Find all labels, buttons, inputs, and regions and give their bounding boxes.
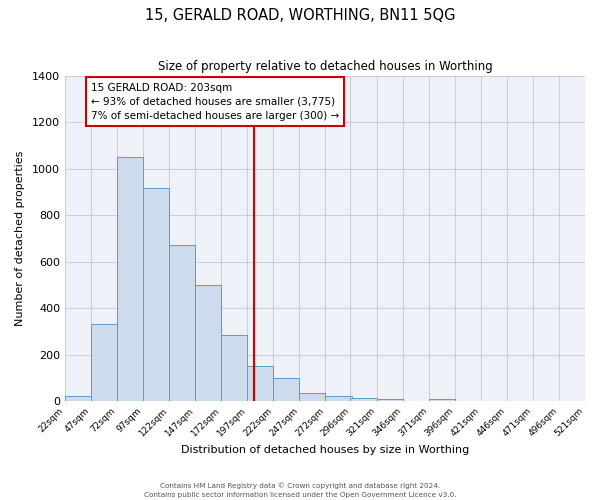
Bar xyxy=(117,157,143,401)
Text: 15 GERALD ROAD: 203sqm
← 93% of detached houses are smaller (3,775)
7% of semi-d: 15 GERALD ROAD: 203sqm ← 93% of detached… xyxy=(91,82,339,120)
Y-axis label: Number of detached properties: Number of detached properties xyxy=(15,150,25,326)
Bar xyxy=(428,400,455,401)
Bar xyxy=(247,366,274,401)
Bar xyxy=(195,285,221,401)
Bar xyxy=(274,378,299,401)
Bar xyxy=(65,396,91,401)
Text: Contains HM Land Registry data © Crown copyright and database right 2024.
Contai: Contains HM Land Registry data © Crown c… xyxy=(144,482,456,498)
Bar xyxy=(350,398,377,401)
Text: 15, GERALD ROAD, WORTHING, BN11 5QG: 15, GERALD ROAD, WORTHING, BN11 5QG xyxy=(145,8,455,22)
X-axis label: Distribution of detached houses by size in Worthing: Distribution of detached houses by size … xyxy=(181,445,469,455)
Title: Size of property relative to detached houses in Worthing: Size of property relative to detached ho… xyxy=(158,60,493,73)
Bar xyxy=(299,393,325,401)
Bar xyxy=(221,336,247,401)
Bar xyxy=(169,246,195,401)
Bar xyxy=(377,399,403,401)
Bar xyxy=(143,188,169,401)
Bar xyxy=(325,396,352,401)
Bar xyxy=(91,324,117,401)
